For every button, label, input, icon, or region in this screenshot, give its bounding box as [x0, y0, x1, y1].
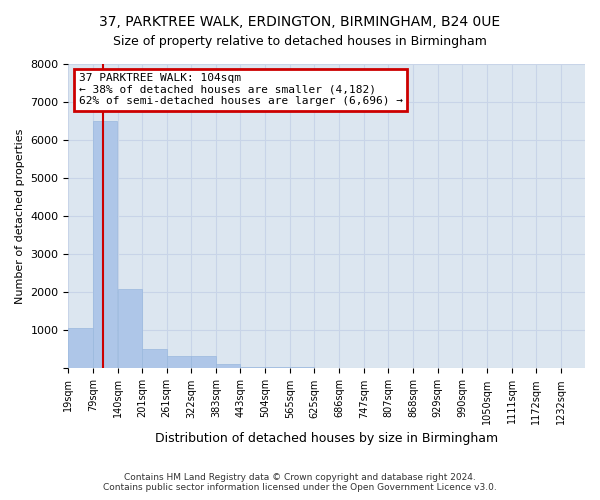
Bar [118, 288, 142, 368]
X-axis label: Distribution of detached houses by size in Birmingham: Distribution of detached houses by size … [155, 432, 498, 445]
Bar [191, 356, 216, 368]
Bar [216, 364, 241, 368]
Bar [68, 328, 93, 368]
Text: Size of property relative to detached houses in Birmingham: Size of property relative to detached ho… [113, 35, 487, 48]
Text: 37 PARKTREE WALK: 104sqm
← 38% of detached houses are smaller (4,182)
62% of sem: 37 PARKTREE WALK: 104sqm ← 38% of detach… [79, 73, 403, 106]
Bar [142, 350, 167, 368]
Text: Contains HM Land Registry data © Crown copyright and database right 2024.
Contai: Contains HM Land Registry data © Crown c… [103, 472, 497, 492]
Bar [265, 367, 290, 368]
Bar [93, 121, 117, 368]
Bar [241, 366, 265, 368]
Y-axis label: Number of detached properties: Number of detached properties [15, 128, 25, 304]
Bar [167, 356, 191, 368]
Text: 37, PARKTREE WALK, ERDINGTON, BIRMINGHAM, B24 0UE: 37, PARKTREE WALK, ERDINGTON, BIRMINGHAM… [100, 15, 500, 29]
